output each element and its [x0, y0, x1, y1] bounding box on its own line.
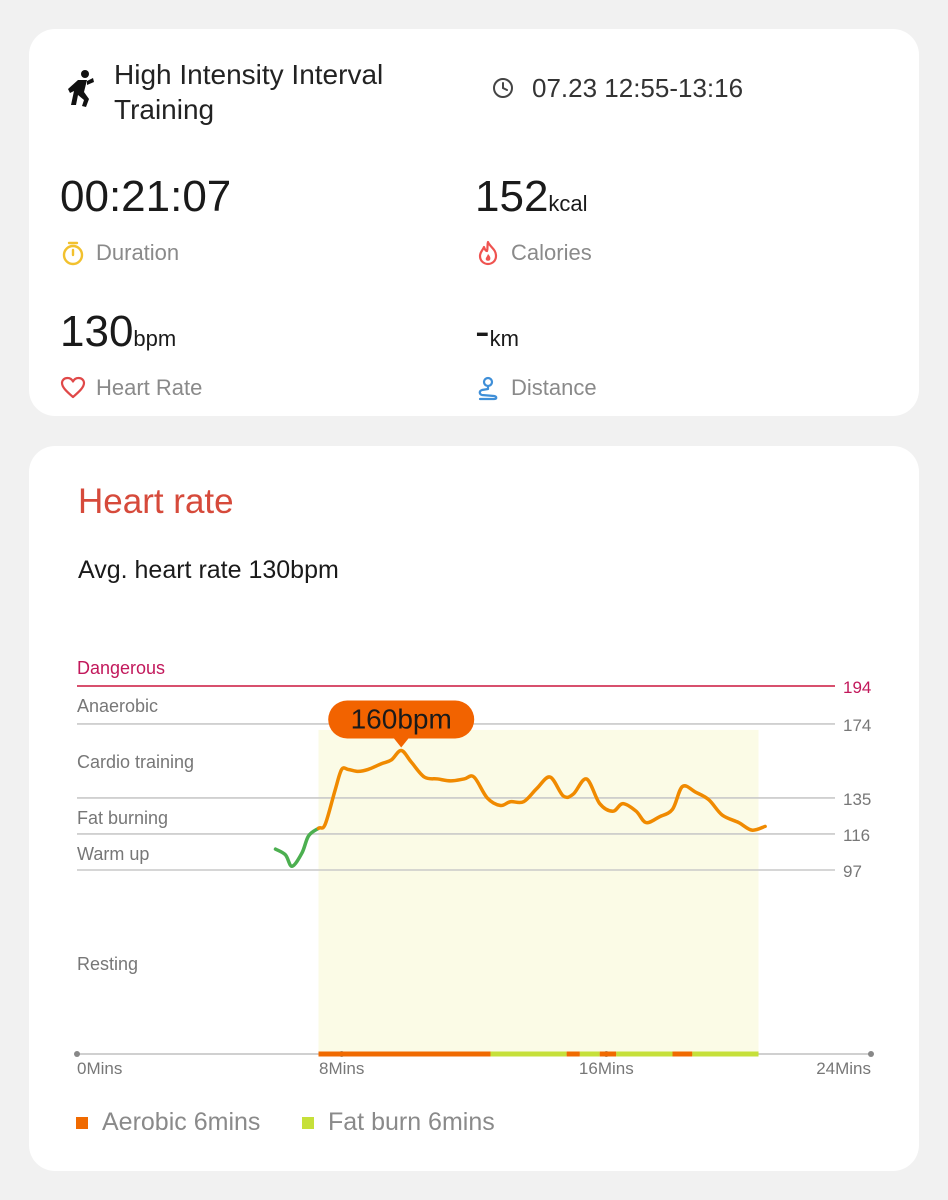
- average-heart-rate: Avg. heart rate 130bpm: [78, 556, 339, 584]
- threshold-label: 174: [843, 716, 871, 735]
- calories-value: 152kcal: [475, 172, 588, 221]
- zone-label: Warm up: [77, 844, 149, 864]
- peak-badge-pointer: [393, 737, 410, 748]
- zone-strip-segment: [490, 1051, 567, 1057]
- workout-title: High Intensity Interval Training: [114, 59, 384, 125]
- running-figure-icon: [68, 70, 94, 107]
- heart-rate-line-warmup: [273, 826, 321, 868]
- x-tick-label: 0Mins: [77, 1059, 122, 1078]
- zone-strip-segment: [616, 1051, 673, 1057]
- highlight-area: [318, 729, 759, 1054]
- heart-rate-title: Heart rate: [78, 482, 234, 521]
- x-tick-label: 24Mins: [816, 1059, 871, 1078]
- zone-strip-segment: [672, 1051, 693, 1057]
- legend-aerobic-label: Aerobic 6mins: [102, 1108, 261, 1136]
- legend-fat-burn-label: Fat burn 6mins: [328, 1108, 495, 1136]
- zone-strip-segment: [566, 1051, 580, 1057]
- heart-rate-value: 130bpm: [60, 307, 177, 356]
- zone-label: Cardio training: [77, 752, 194, 772]
- x-tick-label: 8Mins: [319, 1059, 364, 1078]
- zone-strip-segment: [579, 1051, 600, 1057]
- heart-icon: [60, 376, 86, 399]
- legend-aerobic: Aerobic 6mins: [76, 1108, 260, 1137]
- zone-strip-segment: [599, 1051, 617, 1057]
- stopwatch-icon: [62, 241, 84, 266]
- zone-label: Fat burning: [77, 808, 168, 828]
- distance-value: -km: [475, 307, 519, 356]
- workout-time: 07.23 12:55-13:16: [532, 73, 744, 103]
- zone-label: Anaerobic: [77, 696, 158, 716]
- x-tick-label: 16Mins: [579, 1059, 634, 1078]
- heart-rate-card: Heart rate Avg. heart rate 130bpm 194 174…: [29, 446, 919, 1171]
- x-tick-dot: [868, 1051, 874, 1057]
- threshold-label: 97: [843, 862, 862, 881]
- heart-rate-stat: 130bpm Heart Rate: [60, 308, 202, 401]
- peak-label: 160bpm: [351, 703, 452, 734]
- clock-icon: [493, 78, 513, 98]
- threshold-label: 194: [843, 678, 871, 697]
- threshold-label: 135: [843, 790, 871, 809]
- flame-icon: [478, 240, 498, 266]
- legend-fat-burn: Fat burn 6mins: [302, 1108, 495, 1137]
- zone-strip-segment: [318, 1051, 491, 1057]
- workout-summary-card: High Intensity Interval Training 07.23 1…: [29, 29, 919, 416]
- calories-label: Calories: [511, 240, 592, 265]
- x-tick-dot: [74, 1051, 80, 1057]
- calories-stat: 152kcal Calories: [475, 173, 592, 266]
- distance-stat: -km Distance: [475, 308, 597, 401]
- route-pin-icon: [478, 376, 498, 401]
- duration-value: 00:21:07: [60, 172, 232, 221]
- zone-label: Dangerous: [77, 658, 165, 678]
- distance-label: Distance: [511, 375, 597, 400]
- peak-badge: [328, 700, 475, 739]
- threshold-label: 116: [843, 826, 870, 845]
- fat-burn-swatch: [302, 1116, 314, 1129]
- zone-strip-segment: [692, 1051, 759, 1057]
- zone-label: Resting: [77, 954, 138, 974]
- aerobic-swatch: [76, 1116, 88, 1129]
- duration-stat: 00:21:07 Duration: [60, 173, 231, 266]
- heart-rate-label: Heart Rate: [96, 375, 203, 400]
- heart-rate-chart: 194 174 135 116 97 Dangerous Anaerobic Cardio t…: [74, 658, 874, 1078]
- heart-rate-line: [316, 748, 767, 832]
- duration-label: Duration: [96, 240, 180, 265]
